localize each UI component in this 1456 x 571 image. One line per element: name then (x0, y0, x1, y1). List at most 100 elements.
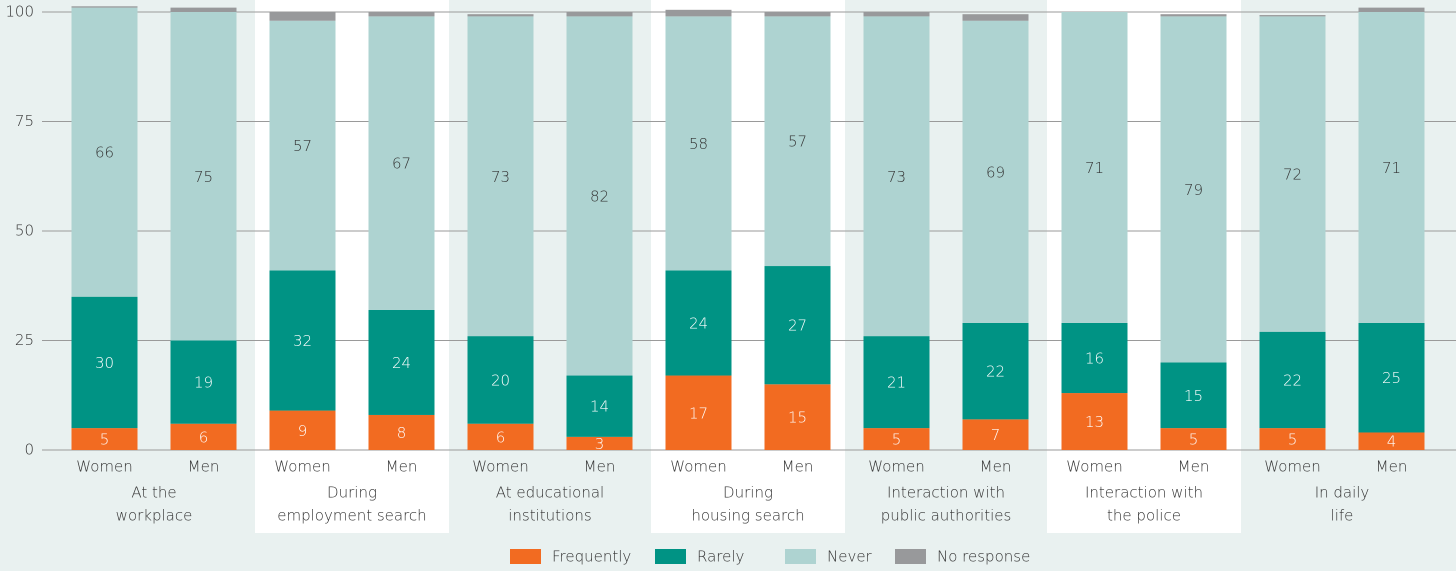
legend-label: Never (827, 548, 873, 566)
value-label: 5 (892, 431, 902, 449)
legend-label: Frequently (552, 548, 631, 566)
value-label: 9 (298, 422, 308, 440)
bar-segment (71, 296, 138, 429)
bar-segment (1160, 14, 1227, 17)
bar-segment (863, 12, 930, 17)
legend-label: No response (937, 548, 1030, 566)
value-label: 4 (1387, 433, 1397, 451)
bar-segment (467, 16, 534, 337)
value-label: 71 (1382, 159, 1401, 177)
x-tick-label: Men (188, 458, 220, 476)
group-label: Interaction with (887, 484, 1005, 502)
value-label: 32 (293, 332, 312, 350)
bar-segment (665, 9, 732, 17)
bar-segment (1259, 331, 1326, 429)
value-label: 16 (1085, 350, 1104, 368)
bar-segment (764, 384, 831, 450)
bar-segment (368, 12, 435, 17)
legend-swatch (895, 549, 926, 564)
value-label: 17 (689, 404, 708, 422)
bar-segment (1061, 322, 1128, 394)
value-label: 13 (1085, 413, 1104, 431)
x-tick-label: Men (1376, 458, 1408, 476)
bar-segment (566, 436, 633, 450)
bar-segment (269, 12, 336, 21)
y-tick-label: 100 (5, 3, 34, 21)
value-label: 5 (1189, 431, 1199, 449)
bar-segment (71, 7, 138, 297)
bar-segment (566, 16, 633, 376)
bar-segment (665, 16, 732, 271)
value-label: 24 (689, 314, 708, 332)
value-label: 73 (887, 168, 906, 186)
group-label: At the (131, 484, 176, 502)
value-label: 3 (595, 435, 605, 453)
bar-segment (962, 20, 1029, 323)
bar-segment (764, 12, 831, 17)
value-label: 27 (788, 317, 807, 335)
value-label: 6 (496, 428, 506, 446)
bar-segment (170, 7, 237, 12)
x-tick-label: Men (782, 458, 814, 476)
y-tick-label: 75 (15, 112, 34, 130)
y-tick-label: 50 (15, 222, 34, 240)
x-tick-label: Men (1178, 458, 1210, 476)
value-label: 5 (1288, 431, 1298, 449)
value-label: 73 (491, 168, 510, 186)
bar-segment (269, 410, 336, 450)
bar-segment (962, 419, 1029, 450)
x-tick-label: Women (1264, 458, 1320, 476)
group-label: workplace (116, 507, 193, 525)
bar-segment (962, 322, 1029, 420)
value-label: 21 (887, 374, 906, 392)
value-label: 57 (788, 133, 807, 151)
x-tick-label: Men (980, 458, 1012, 476)
value-label: 25 (1382, 369, 1401, 387)
x-tick-label: Women (76, 458, 132, 476)
value-label: 57 (293, 137, 312, 155)
bar-segment (1061, 12, 1128, 323)
value-label: 8 (397, 424, 407, 442)
x-tick-label: Men (386, 458, 418, 476)
bar-segment (863, 428, 930, 450)
bar-segment (368, 414, 435, 450)
bar-segment (863, 336, 930, 429)
bar-segment (863, 16, 930, 337)
legend-swatch (510, 549, 541, 564)
group-label: institutions (508, 507, 591, 525)
bar-segment (467, 423, 534, 450)
group-label: housing search (691, 507, 804, 525)
bar-segment (566, 375, 633, 437)
bar-segment (269, 270, 336, 411)
value-label: 14 (590, 398, 609, 416)
bar-segment (764, 266, 831, 385)
bar-segment (962, 14, 1029, 21)
bar-segment (71, 6, 138, 8)
bar-segment (1358, 322, 1425, 433)
x-tick-label: Women (472, 458, 528, 476)
x-tick-label: Men (584, 458, 616, 476)
bar-segment (170, 340, 237, 424)
bar-segment (665, 270, 732, 376)
bar-segment (1160, 428, 1227, 450)
value-label: 72 (1283, 166, 1302, 184)
bar-segment (170, 423, 237, 450)
bar-segment (467, 14, 534, 17)
value-label: 75 (194, 168, 213, 186)
value-label: 22 (986, 363, 1005, 381)
bar-segment (170, 12, 237, 341)
value-label: 82 (590, 187, 609, 205)
bar-segment (764, 16, 831, 267)
x-tick-label: Women (274, 458, 330, 476)
value-label: 24 (392, 354, 411, 372)
bar-segment (368, 16, 435, 310)
group-label: employment search (277, 507, 426, 525)
value-label: 7 (991, 426, 1001, 444)
group-label: life (1331, 507, 1354, 525)
group-label: At educational (496, 484, 604, 502)
group-label: Interaction with (1085, 484, 1203, 502)
value-label: 79 (1184, 181, 1203, 199)
bar-segment (467, 336, 534, 424)
bar-segment (1160, 16, 1227, 363)
